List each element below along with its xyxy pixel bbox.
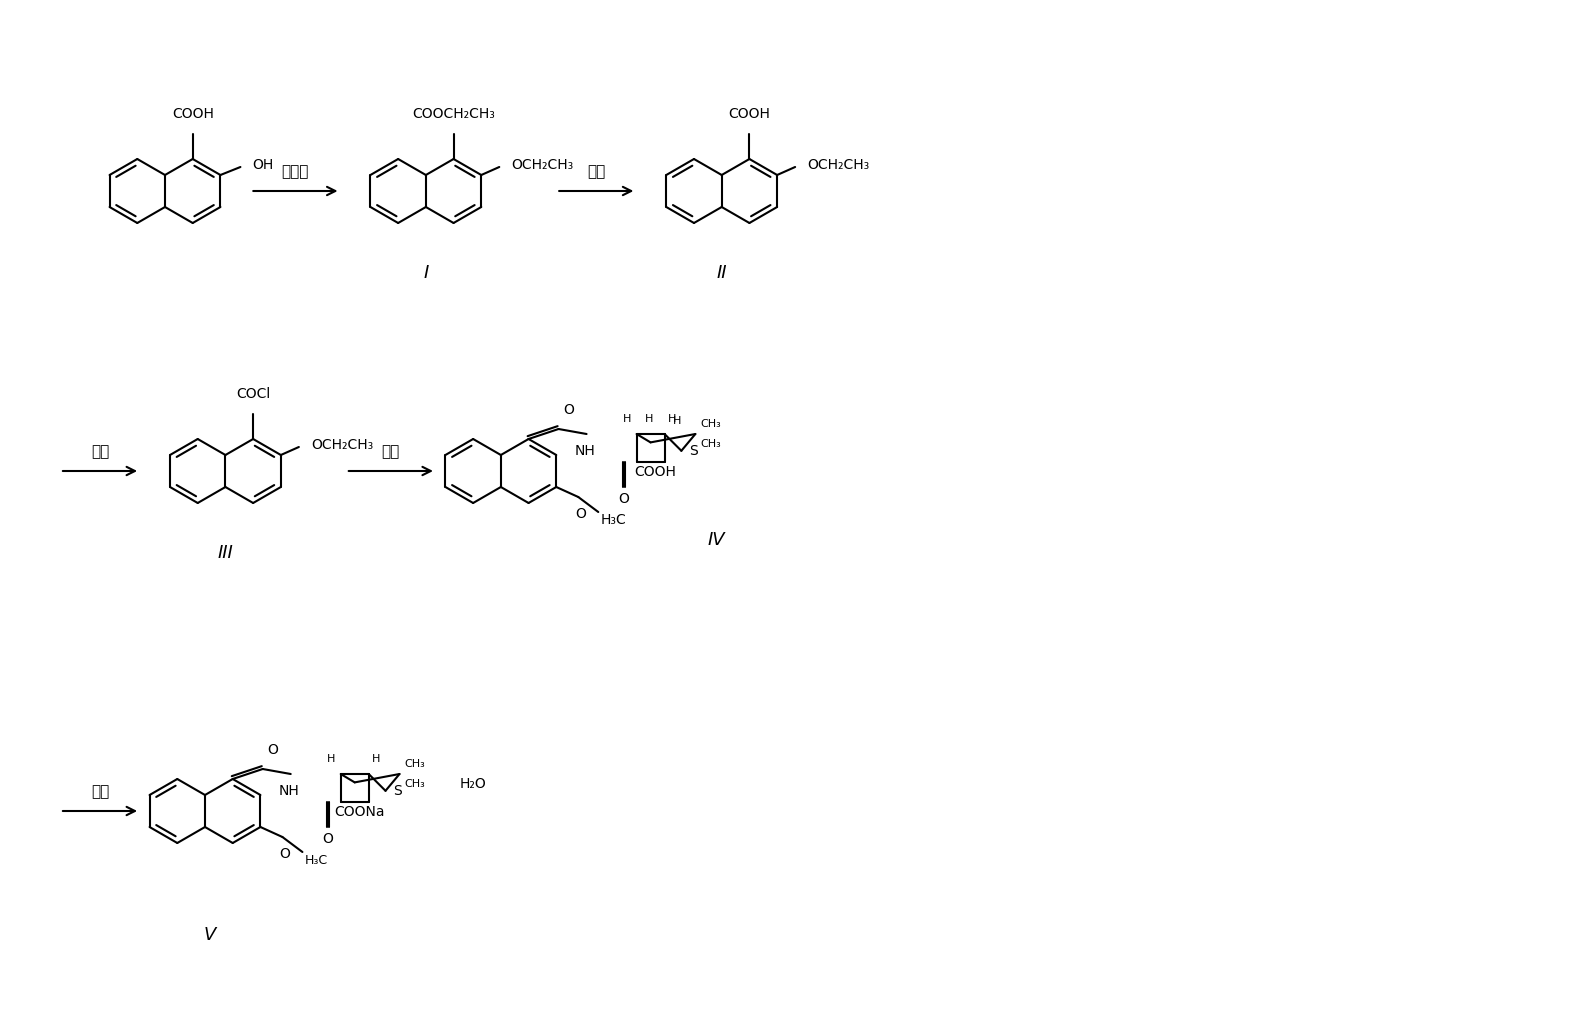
Text: COOH: COOH bbox=[728, 107, 771, 121]
Text: CH₃: CH₃ bbox=[404, 759, 425, 769]
Text: CH₃: CH₃ bbox=[404, 779, 425, 789]
Text: 氯化: 氯化 bbox=[92, 444, 109, 459]
Text: 偶联: 偶联 bbox=[382, 444, 400, 459]
Text: COONa: COONa bbox=[335, 806, 386, 819]
Text: O: O bbox=[618, 492, 629, 506]
Text: OCH₂CH₃: OCH₂CH₃ bbox=[311, 438, 373, 452]
Text: III: III bbox=[218, 545, 234, 562]
Text: COOH: COOH bbox=[635, 465, 676, 479]
Text: CH₃: CH₃ bbox=[700, 439, 720, 449]
Text: I: I bbox=[423, 265, 428, 282]
Text: H₃C: H₃C bbox=[305, 853, 327, 866]
Text: O: O bbox=[267, 743, 278, 757]
Text: H: H bbox=[327, 754, 335, 764]
Text: NH: NH bbox=[278, 784, 299, 798]
Text: OCH₂CH₃: OCH₂CH₃ bbox=[512, 158, 574, 172]
Text: S: S bbox=[689, 444, 698, 458]
Text: H: H bbox=[673, 416, 681, 426]
Text: COCl: COCl bbox=[235, 387, 270, 401]
Text: H: H bbox=[371, 754, 381, 764]
Text: O: O bbox=[322, 832, 333, 846]
Text: OCH₂CH₃: OCH₂CH₃ bbox=[807, 158, 869, 172]
Text: V: V bbox=[204, 926, 216, 944]
Text: O: O bbox=[575, 507, 586, 521]
Text: IV: IV bbox=[708, 531, 725, 549]
Text: 水解: 水解 bbox=[588, 164, 605, 179]
Text: 成盐: 成盐 bbox=[92, 784, 109, 799]
Text: H₃C: H₃C bbox=[600, 513, 626, 527]
Text: OH: OH bbox=[253, 158, 273, 172]
Text: COOH: COOH bbox=[172, 107, 213, 121]
Text: II: II bbox=[716, 265, 727, 282]
Text: H: H bbox=[623, 413, 632, 424]
Text: NH: NH bbox=[574, 444, 596, 458]
Text: H₂O: H₂O bbox=[460, 777, 487, 791]
Text: O: O bbox=[564, 403, 575, 417]
Text: 乙基化: 乙基化 bbox=[281, 164, 310, 179]
Text: H: H bbox=[668, 413, 676, 424]
Text: S: S bbox=[393, 784, 403, 798]
Text: H: H bbox=[645, 413, 653, 424]
Text: COOCH₂CH₃: COOCH₂CH₃ bbox=[412, 107, 495, 121]
Text: O: O bbox=[280, 847, 289, 861]
Text: CH₃: CH₃ bbox=[700, 419, 720, 429]
